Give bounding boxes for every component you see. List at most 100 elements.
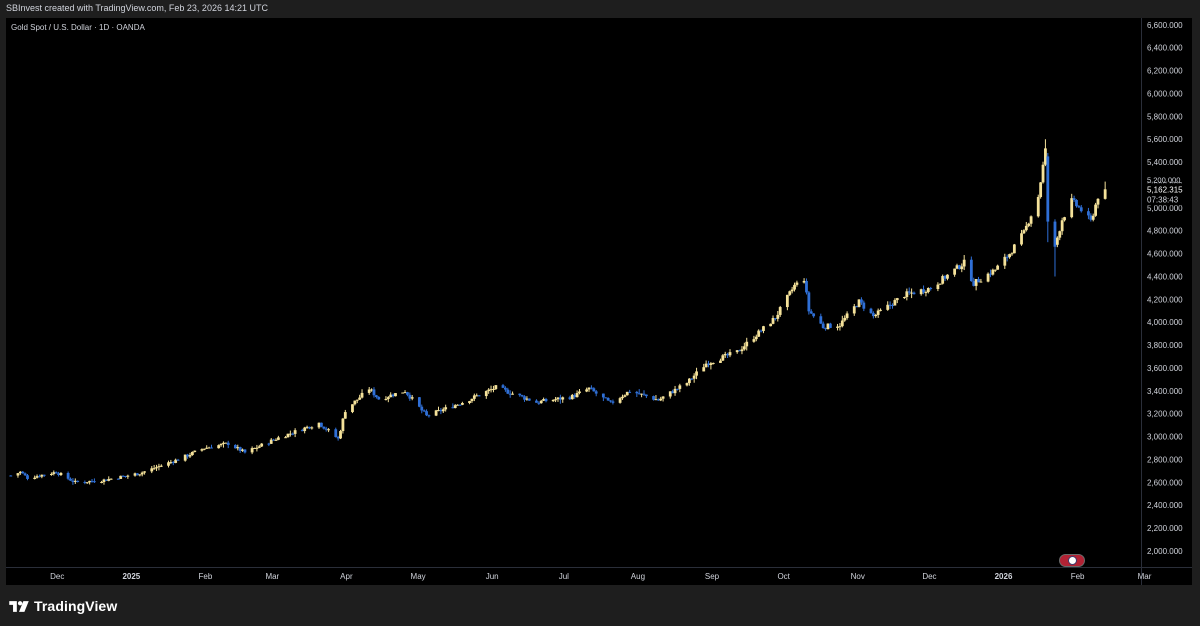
- candle-body: [776, 314, 780, 319]
- candle-body: [1029, 216, 1033, 224]
- candle-body: [640, 393, 643, 395]
- candle-body: [243, 449, 247, 453]
- candle-body: [260, 443, 264, 447]
- candle-body: [372, 389, 376, 396]
- candle-body: [100, 481, 103, 483]
- candle-body: [501, 385, 505, 388]
- candle-body: [358, 397, 362, 400]
- x-tick-label: Mar: [265, 572, 279, 581]
- y-tick-label: 5,600.000: [1147, 135, 1183, 144]
- candle-body: [895, 298, 899, 301]
- candle-body: [678, 385, 682, 389]
- candle-body: [702, 367, 706, 372]
- candle-body: [673, 388, 677, 394]
- y-tick-label: 2,800.000: [1147, 455, 1183, 464]
- candle-body: [721, 355, 725, 361]
- symbol-title: Gold Spot / U.S. Dollar · 1D · OANDA: [11, 23, 145, 32]
- candle-body: [1041, 164, 1045, 183]
- candle-body: [327, 429, 330, 431]
- candle-body: [819, 316, 823, 324]
- candle-body: [434, 410, 438, 416]
- candle-body: [668, 391, 672, 397]
- y-tick-label: 2,600.000: [1147, 478, 1183, 487]
- candle-body: [90, 480, 94, 482]
- candle-body: [102, 479, 106, 482]
- candle-body: [568, 397, 572, 400]
- candle-body: [458, 404, 462, 406]
- candle-body: [456, 404, 460, 406]
- candle-body: [202, 448, 206, 450]
- candle-body: [83, 481, 87, 483]
- chart-area[interactable]: 6,600.000 6,400.000 6,200.000 6,000.000 5,80…: [6, 18, 1192, 585]
- tradingview-logo[interactable]: TradingView: [9, 598, 117, 614]
- candle-body: [891, 305, 894, 307]
- candle-body: [719, 360, 722, 363]
- candle-body: [539, 400, 543, 404]
- candle-body: [233, 444, 237, 449]
- candle-body: [1005, 256, 1009, 258]
- candle-body: [200, 449, 204, 451]
- candle-body: [1055, 237, 1059, 245]
- candle-body: [1063, 217, 1066, 221]
- candle-body: [35, 476, 39, 478]
- candle-body: [676, 388, 679, 390]
- candle-body: [119, 475, 123, 479]
- candle-body: [642, 393, 646, 395]
- candle-body: [594, 391, 598, 394]
- candle-body: [590, 387, 593, 389]
- candle-body: [1058, 231, 1062, 238]
- y-tick-label: 5,800.000: [1147, 112, 1183, 121]
- candle-body: [986, 273, 990, 282]
- candle-body: [42, 474, 46, 476]
- flag-icon[interactable]: [1059, 554, 1085, 567]
- candle-body: [838, 326, 842, 328]
- candle-body: [389, 394, 393, 398]
- candle-body: [943, 276, 947, 279]
- tradingview-logo-icon: [9, 600, 29, 612]
- candle-body: [551, 399, 555, 402]
- x-tick-label: Jun: [486, 572, 499, 581]
- candle-body: [171, 462, 175, 464]
- x-tick-label: Feb: [1071, 572, 1085, 581]
- candle-body: [437, 409, 440, 411]
- candle-body: [1003, 256, 1007, 266]
- candle-body: [1024, 225, 1028, 231]
- candle-body: [573, 394, 577, 398]
- candle-body: [477, 395, 481, 397]
- candle-body: [879, 309, 882, 311]
- candle-body: [774, 318, 777, 320]
- candle-body: [886, 304, 890, 310]
- candle-body: [893, 300, 897, 306]
- candle-body: [155, 467, 158, 469]
- candle-body: [69, 478, 72, 481]
- candle-body: [52, 472, 56, 474]
- candle-body: [544, 399, 548, 402]
- candle-body: [1091, 215, 1095, 220]
- candle-body: [1022, 230, 1026, 234]
- candle-body: [611, 401, 615, 403]
- candle-body: [592, 388, 596, 392]
- y-tick-label: 6,000.000: [1147, 89, 1183, 98]
- candle-body: [618, 398, 622, 403]
- candle-body: [85, 482, 89, 484]
- candle-body: [876, 310, 880, 315]
- candle-body: [628, 391, 632, 393]
- candle-body: [578, 391, 581, 394]
- candle-body: [585, 389, 589, 392]
- candle-body: [907, 291, 911, 293]
- candle-body: [71, 480, 75, 482]
- flag-icon-center: [1068, 556, 1077, 565]
- candle-body: [300, 430, 304, 432]
- candle-body: [241, 449, 244, 451]
- candle-body: [769, 323, 773, 327]
- candle-body: [267, 443, 271, 445]
- candle-body: [104, 479, 108, 481]
- price-chart[interactable]: 6,600.000 6,400.000 6,200.000 6,000.000 5,80…: [6, 18, 1192, 585]
- candle-body: [274, 439, 278, 441]
- candle-body: [919, 289, 923, 295]
- x-tick-label: Sep: [705, 572, 720, 581]
- candle-body: [752, 339, 756, 342]
- footer-bar: TradingView: [0, 585, 1200, 626]
- candle-body: [288, 433, 292, 435]
- candle-body: [88, 480, 92, 483]
